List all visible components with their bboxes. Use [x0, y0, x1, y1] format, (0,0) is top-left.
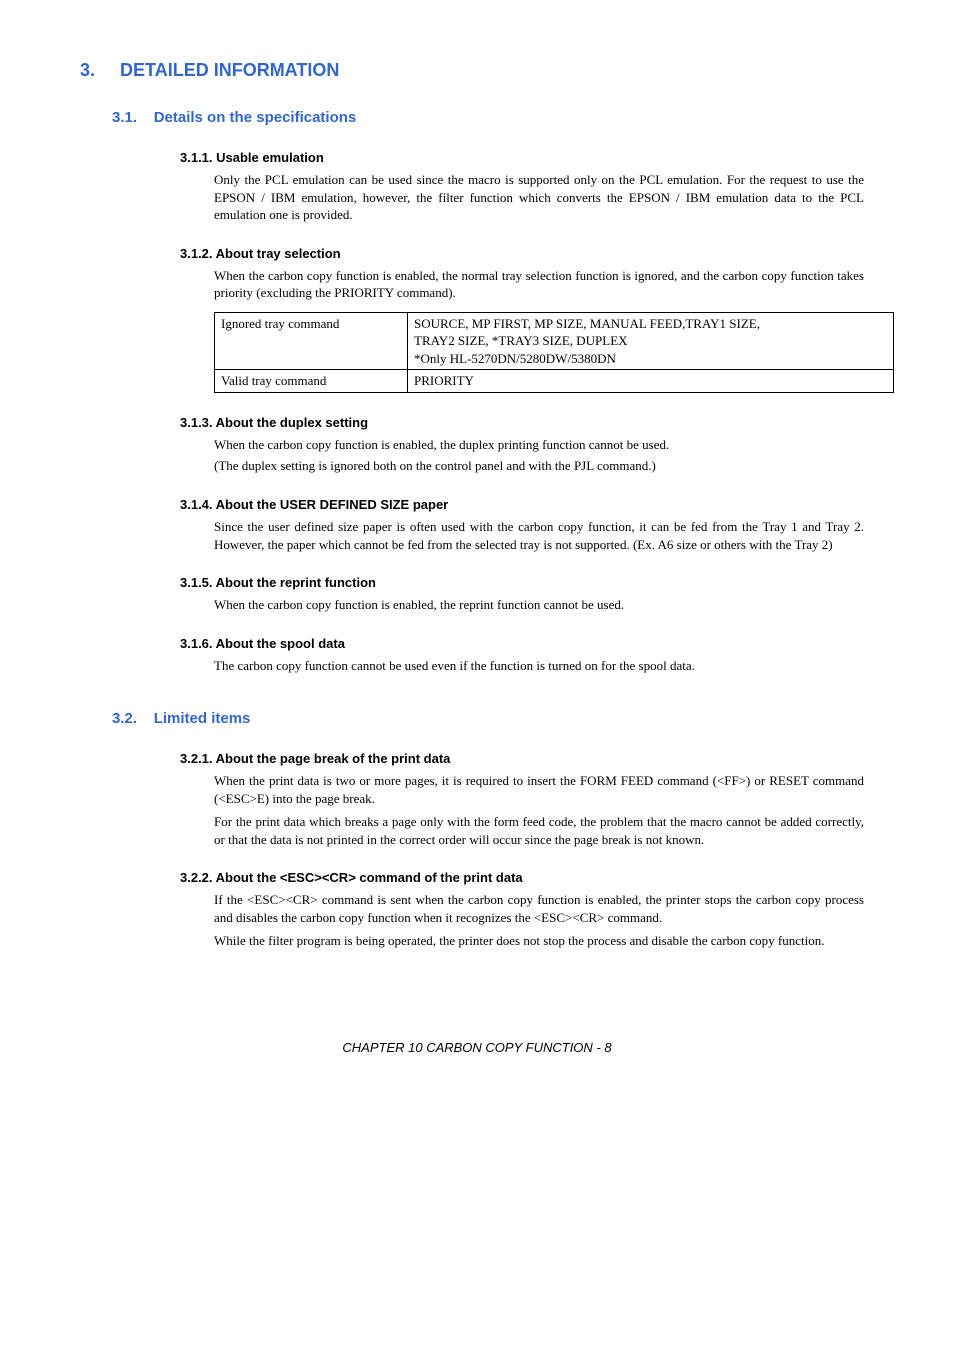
h1-title: DETAILED INFORMATION: [120, 60, 339, 80]
section-heading-3-1: 3.1. Details on the specifications: [112, 109, 874, 126]
section-heading-3-1-2: 3.1.2. About tray selection: [180, 246, 874, 261]
section-heading-3-2-2: 3.2.2. About the <ESC><CR> command of th…: [180, 870, 874, 885]
table-row: Ignored tray command SOURCE, MP FIRST, M…: [215, 312, 894, 370]
table-row: Valid tray command PRIORITY: [215, 370, 894, 393]
section-heading-3-1-4: 3.1.4. About the USER DEFINED SIZE paper: [180, 497, 874, 512]
section-heading-3-1-1: 3.1.1. Usable emulation: [180, 150, 874, 165]
h2-num: 3.2.: [112, 710, 137, 727]
table-cell: Valid tray command: [215, 370, 408, 393]
paragraph: Since the user defined size paper is oft…: [214, 518, 864, 553]
section-heading-3-2-1: 3.2.1. About the page break of the print…: [180, 751, 874, 766]
paragraph: When the carbon copy function is enabled…: [214, 267, 864, 302]
paragraph: If the <ESC><CR> command is sent when th…: [214, 891, 864, 926]
h2-title: Details on the specifications: [154, 109, 357, 126]
table-cell-line: SOURCE, MP FIRST, MP SIZE, MANUAL FEED,T…: [414, 316, 760, 331]
paragraph: For the print data which breaks a page o…: [214, 813, 864, 848]
paragraph: Only the PCL emulation can be used since…: [214, 171, 864, 224]
table-cell-line: *Only HL-5270DN/5280DW/5380DN: [414, 351, 616, 366]
table-cell: PRIORITY: [408, 370, 894, 393]
section-heading-3: 3. DETAILED INFORMATION: [80, 60, 874, 81]
h1-num: 3.: [80, 60, 95, 80]
tray-command-table: Ignored tray command SOURCE, MP FIRST, M…: [214, 312, 894, 393]
paragraph: When the carbon copy function is enabled…: [214, 596, 864, 614]
table-cell-line: TRAY2 SIZE, *TRAY3 SIZE, DUPLEX: [414, 333, 628, 348]
paragraph: The carbon copy function cannot be used …: [214, 657, 864, 675]
h2-num: 3.1.: [112, 109, 137, 126]
table-cell: SOURCE, MP FIRST, MP SIZE, MANUAL FEED,T…: [408, 312, 894, 370]
page-footer: CHAPTER 10 CARBON COPY FUNCTION - 8: [80, 1040, 874, 1055]
paragraph: When the carbon copy function is enabled…: [214, 436, 864, 454]
h2-title: Limited items: [154, 710, 251, 727]
table-cell: Ignored tray command: [215, 312, 408, 370]
section-heading-3-1-6: 3.1.6. About the spool data: [180, 636, 874, 651]
section-heading-3-2: 3.2. Limited items: [112, 710, 874, 727]
section-heading-3-1-5: 3.1.5. About the reprint function: [180, 575, 874, 590]
paragraph: While the filter program is being operat…: [214, 932, 864, 950]
paragraph: When the print data is two or more pages…: [214, 772, 864, 807]
paragraph: (The duplex setting is ignored both on t…: [214, 457, 864, 475]
section-heading-3-1-3: 3.1.3. About the duplex setting: [180, 415, 874, 430]
